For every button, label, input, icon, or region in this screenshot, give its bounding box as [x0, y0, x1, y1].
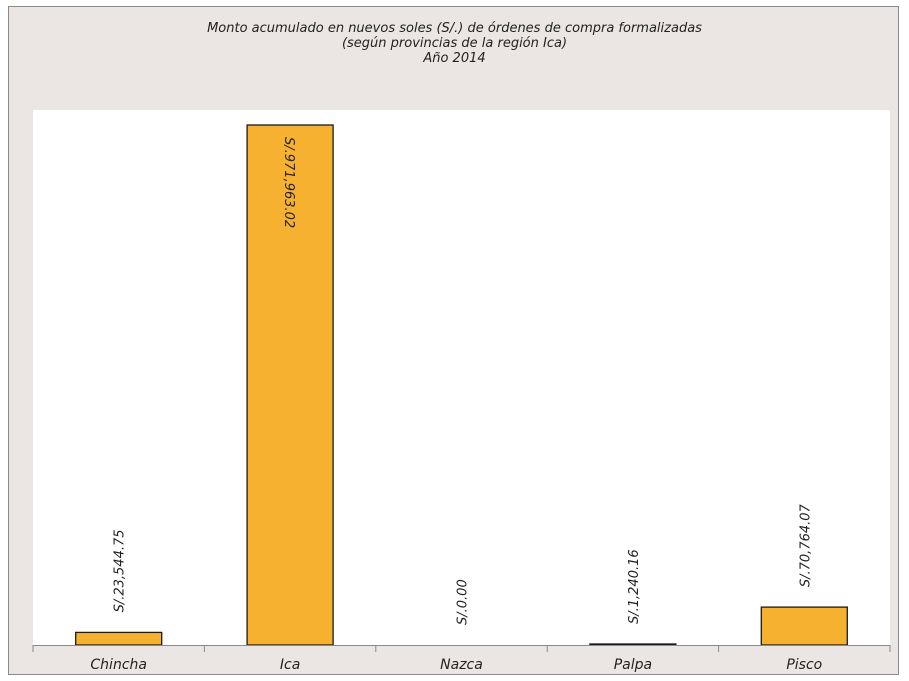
chart-frame: Monto acumulado en nuevos soles (S/.) de… — [8, 6, 899, 675]
bar-ica — [246, 124, 334, 646]
chart-title-line-1: Monto acumulado en nuevos soles (S/.) de… — [207, 21, 702, 36]
chart-title-line-2: (según provincias de la región Ica) — [341, 36, 568, 51]
x-tick-label-nazca: Nazca — [440, 657, 483, 673]
data-label-chincha: S/.23,544.75 — [113, 529, 128, 612]
data-label-nazca: S/.0.00 — [456, 579, 471, 625]
bar-pisco — [760, 606, 848, 646]
bar-chincha — [75, 631, 163, 646]
bar-palpa — [589, 643, 677, 646]
x-tick-label-chincha: Chincha — [90, 657, 147, 673]
data-label-pisco: S/.70,764.07 — [798, 503, 813, 587]
data-label-palpa: S/.1,240.16 — [627, 549, 642, 624]
data-label-ica: S/.971,963.02 — [281, 137, 296, 228]
chart-title: Monto acumulado en nuevos soles (S/.) de… — [9, 21, 900, 66]
bar-chart-plot: S/.23,544.75 Chincha S/.971,963.02 Ica S/.0.… — [32, 110, 891, 673]
chart-title-line-3: Año 2014 — [423, 51, 486, 66]
x-tick-label-palpa: Palpa — [614, 657, 652, 673]
x-tick-label-ica: Ica — [280, 657, 300, 673]
plot-area — [33, 110, 890, 645]
x-tick-label-pisco: Pisco — [786, 657, 822, 673]
